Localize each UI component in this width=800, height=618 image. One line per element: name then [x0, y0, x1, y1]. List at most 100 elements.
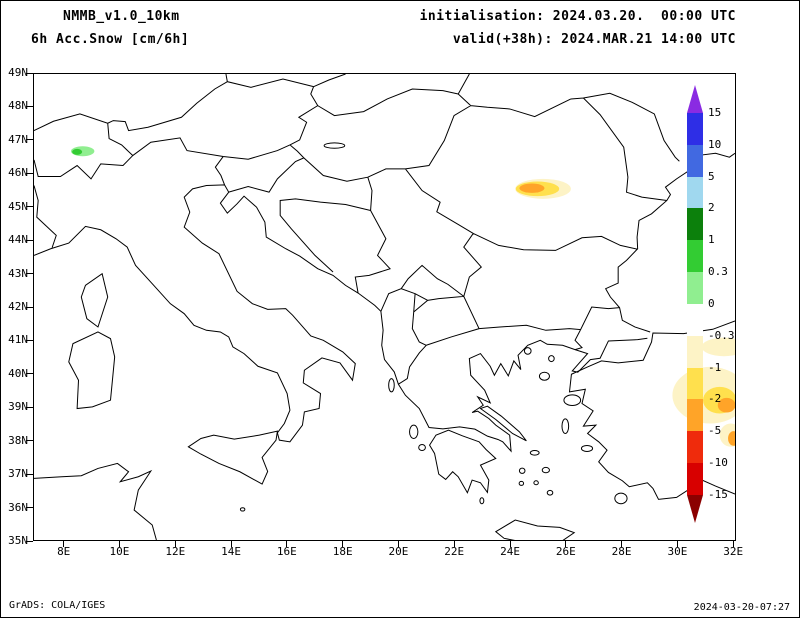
lon-axis-label: 30E [667, 545, 688, 558]
lat-axis-tick [26, 273, 33, 275]
island [530, 450, 539, 455]
lat-axis-tick [26, 139, 33, 141]
island [581, 445, 592, 451]
shading-southern-carpathians [519, 183, 545, 193]
lat-axis-tick [26, 540, 33, 542]
lon-axis-label: 20E [388, 545, 409, 558]
init-time-label: initialisation: 2024.03.20. 00:00 UTC [419, 9, 736, 24]
island [519, 481, 523, 485]
lat-axis-tick [26, 373, 33, 375]
lat-axis-label: 36N [8, 500, 28, 514]
colorbar-arrow-down [687, 494, 703, 523]
coastline-thrace-marmara [572, 338, 647, 372]
grads-credit: GrADS: COLA/IGES [9, 600, 106, 611]
lat-axis-label: 37N [8, 467, 28, 481]
lat-axis-label: 47N [8, 132, 28, 146]
colorbar-segment [687, 367, 703, 400]
island [549, 356, 555, 362]
lon-axis-tick [63, 541, 65, 547]
lat-axis-tick [26, 105, 33, 107]
lat-axis-tick [26, 473, 33, 475]
colorbar-segment [687, 144, 703, 177]
lon-axis-label: 22E [444, 545, 465, 558]
island [240, 508, 244, 511]
valid-time-label: valid(+38h): 2024.MAR.21 14:00 UTC [452, 32, 736, 47]
lat-axis-label: 38N [8, 433, 28, 447]
colorbar-segment [687, 272, 703, 304]
lat-axis-label: 45N [8, 199, 28, 213]
shading-nw-anatolia [717, 397, 735, 413]
colorbar [687, 85, 703, 523]
lat-axis-label: 48N [8, 99, 28, 113]
lat-axis-tick [26, 406, 33, 408]
lat-axis-tick [26, 507, 33, 509]
shading-north-anatolia-coast [701, 337, 735, 357]
lat-axis-label: 42N [8, 300, 28, 313]
colorbar-segment [687, 463, 703, 495]
lon-axis-tick [286, 541, 288, 547]
lat-axis-label: 35N [8, 534, 28, 547]
model-title: NMMB_v1.0_10km [63, 9, 180, 24]
lat-axis-label: 44N [8, 233, 28, 247]
lon-axis-label: 10E [109, 545, 130, 558]
coastline-north-africa [34, 463, 156, 540]
lon-axis-tick [174, 541, 176, 547]
lon-axis-label: 24E [500, 545, 520, 558]
colorbar-arrow-up [687, 85, 703, 113]
island [534, 481, 538, 485]
island [419, 444, 426, 450]
lat-axis-label: 39N [8, 400, 28, 414]
lon-axis-tick [118, 541, 120, 547]
lon-axis-label: 32E [723, 545, 744, 558]
lake-balaton [324, 143, 345, 148]
lat-axis-label: 41N [8, 333, 28, 347]
lon-axis-label: 12E [165, 545, 186, 558]
lon-axis-label: 14E [221, 545, 241, 558]
map-frame [33, 73, 736, 541]
lon-axis-tick [676, 541, 678, 547]
coastline-large-islands [69, 274, 574, 540]
island [615, 493, 627, 504]
field-title: 6h Acc.Snow [cm/6h] [31, 32, 190, 47]
colorbar-segment [687, 431, 703, 464]
shading-alps [72, 148, 83, 155]
colorbar-segment [687, 240, 703, 273]
island [410, 425, 418, 438]
lat-axis-label: 43N [8, 266, 28, 280]
coastline-western-europe [34, 185, 575, 451]
country-borders [34, 74, 679, 384]
colorbar-segment [687, 208, 703, 241]
lat-axis-tick [26, 339, 33, 341]
lon-axis-label: 18E [332, 545, 353, 558]
island [519, 468, 525, 473]
lon-axis-tick [230, 541, 232, 547]
lon-axis-tick [342, 541, 344, 547]
aegean-small-islands [240, 348, 627, 511]
colorbar-segment [687, 399, 703, 432]
island [547, 490, 553, 495]
lat-axis-tick [26, 172, 33, 174]
coastline-peloponnese [430, 430, 496, 493]
snow-shading-layer [70, 146, 735, 447]
island [524, 348, 531, 355]
lon-axis-tick [453, 541, 455, 547]
lon-axis-label: 28E [611, 545, 632, 558]
island [562, 419, 569, 434]
lon-axis-label: 16E [276, 545, 297, 558]
island [542, 467, 549, 472]
lon-axis-tick [397, 541, 399, 547]
lat-axis-label: 46N [8, 166, 28, 180]
island [564, 395, 581, 406]
colorbar-segment [687, 176, 703, 209]
shading-sw-anatolia [728, 431, 735, 446]
coastline-black-sea-west [606, 153, 735, 332]
island [539, 372, 549, 380]
lon-axis-tick [565, 541, 567, 547]
lat-axis-tick [26, 72, 33, 74]
creation-timestamp: 2024-03-20-07:27 [693, 602, 790, 613]
lat-axis-tick [26, 440, 33, 442]
coastline-anatolia [569, 321, 735, 499]
lat-axis-tick [26, 239, 33, 241]
lat-axis-tick [26, 306, 33, 308]
